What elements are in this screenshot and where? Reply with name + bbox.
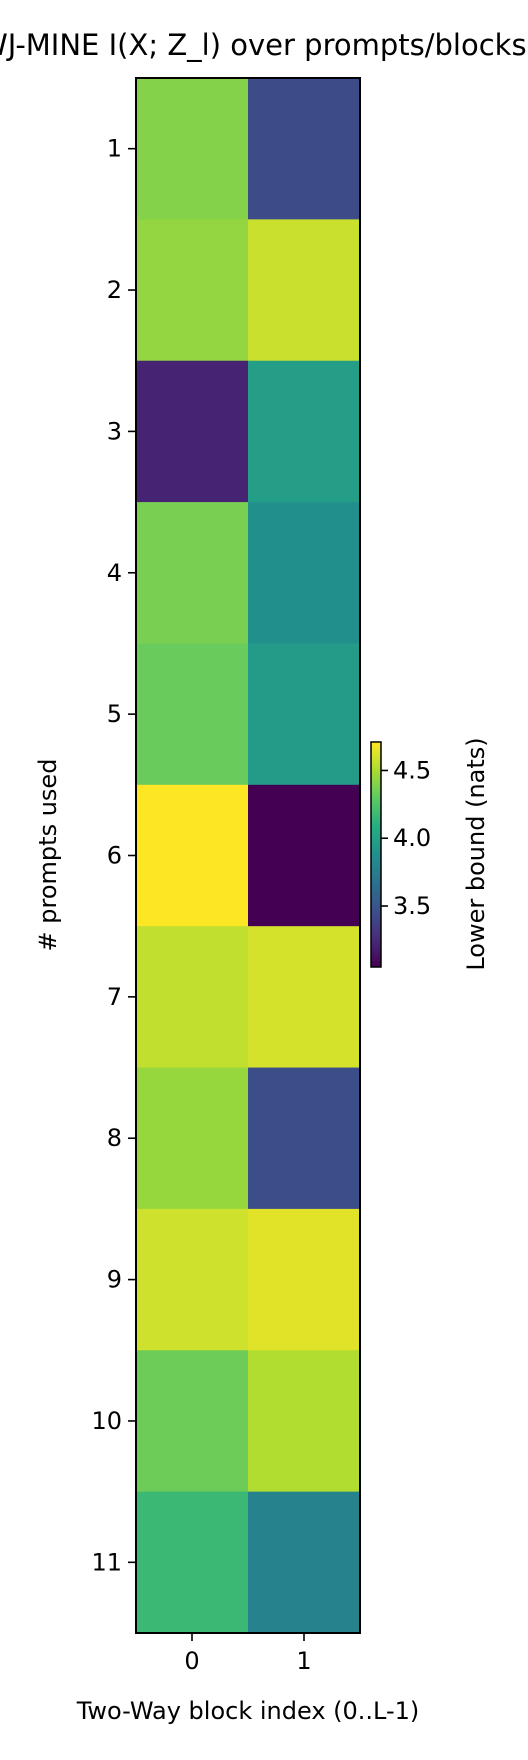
heatmap-cell — [248, 78, 361, 220]
y-tick-label: 4 — [107, 559, 122, 587]
y-tick-label: 3 — [107, 417, 122, 445]
heatmap-cell — [248, 784, 361, 927]
x-tick-label: 0 — [184, 1647, 199, 1675]
y-tick-label: 2 — [107, 276, 122, 304]
colorbar-label: Lower bound (nats) — [462, 737, 490, 970]
x-axis-label: Two-Way block index (0..L-1) — [76, 1697, 420, 1725]
heatmap-cell — [136, 502, 249, 645]
heatmap-cells — [136, 78, 361, 1634]
colorbar-tick-label: 4.0 — [393, 824, 431, 852]
heatmap-cell — [136, 643, 249, 786]
heatmap-cell — [136, 78, 249, 220]
y-tick-label: 6 — [107, 842, 122, 870]
y-tick-label: 8 — [107, 1124, 122, 1152]
colorbar-tick-label: 4.5 — [393, 756, 431, 784]
y-tick-label: 5 — [107, 700, 122, 728]
y-axis-label: # prompts used — [34, 759, 62, 952]
y-tick-label: 11 — [91, 1548, 122, 1576]
heatmap-cell — [136, 1350, 249, 1493]
y-tick-label: 1 — [107, 135, 122, 163]
heatmap-cell — [136, 784, 249, 927]
heatmap-cell — [248, 1491, 361, 1634]
heatmap-cell — [136, 1067, 249, 1210]
heatmap-cell — [248, 926, 361, 1069]
colorbar-tick-label: 3.5 — [393, 892, 431, 920]
heatmap-cell — [248, 1067, 361, 1210]
heatmap-cell — [248, 502, 361, 645]
chart-title: NWJ-MINE I(X; Z_l) over prompts/blocks — [0, 28, 527, 62]
y-tick-label: 10 — [91, 1407, 122, 1435]
colorbar-ticks: 3.5 4.0 4.5 — [381, 756, 431, 920]
heatmap-cell — [136, 219, 249, 362]
y-tick-label: 7 — [107, 983, 122, 1011]
heatmap-cell — [248, 219, 361, 362]
heatmap-cell — [136, 1208, 249, 1351]
x-tick-label: 1 — [296, 1647, 311, 1675]
heatmap-cell — [248, 360, 361, 503]
heatmap-cell — [136, 360, 249, 503]
heatmap-cell — [136, 926, 249, 1069]
heatmap-cell — [248, 1350, 361, 1493]
y-tick-label: 9 — [107, 1266, 122, 1294]
heatmap-cell — [248, 643, 361, 786]
heatmap-cell — [136, 1491, 249, 1634]
heatmap-cell — [248, 1208, 361, 1351]
y-axis-ticks: 1 2 3 4 5 6 7 8 9 10 11 — [91, 135, 136, 1576]
colorbar — [370, 741, 382, 968]
